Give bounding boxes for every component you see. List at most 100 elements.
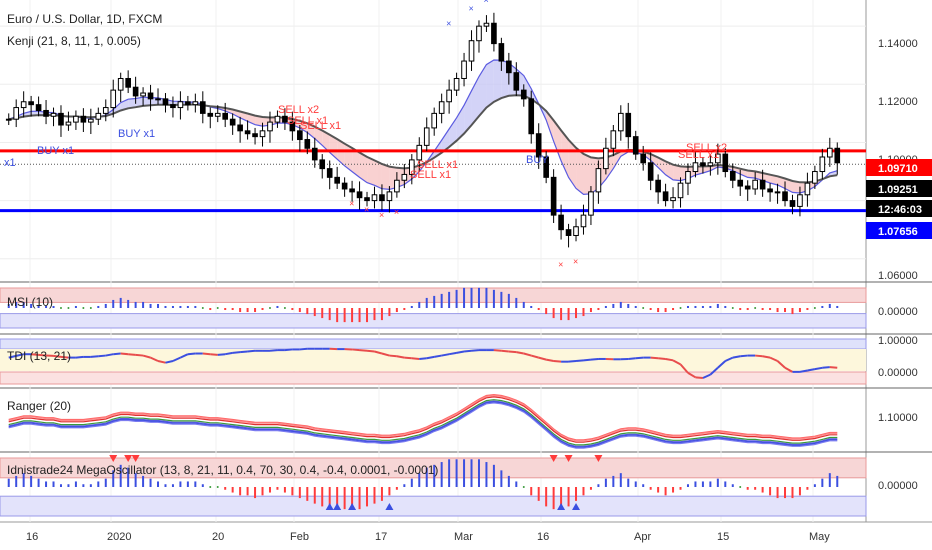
tdi-line-segment bbox=[732, 355, 741, 359]
candle-body bbox=[737, 179, 744, 187]
tdi-line-segment bbox=[665, 357, 674, 362]
candle-body bbox=[535, 133, 542, 158]
tdi-line-segment bbox=[419, 357, 427, 360]
tdi-line-segment bbox=[672, 359, 681, 366]
signal-label: BUY x1 bbox=[37, 145, 74, 157]
candle-body bbox=[65, 121, 72, 126]
candle-body bbox=[513, 72, 520, 91]
tdi-line-segment bbox=[351, 348, 360, 352]
ma-cloud-segment bbox=[329, 134, 338, 160]
candle-body bbox=[625, 112, 632, 138]
countdown-tag bbox=[866, 200, 932, 217]
ma-cloud-segment bbox=[471, 76, 479, 126]
candle-body bbox=[214, 112, 221, 117]
tdi-line-segment bbox=[113, 352, 121, 356]
ma-cloud-segment bbox=[449, 117, 457, 147]
candle-body bbox=[834, 147, 841, 164]
candle-body bbox=[155, 98, 161, 101]
ranger-line bbox=[8, 401, 838, 448]
tdi-line-segment bbox=[150, 356, 159, 362]
candle-body bbox=[117, 77, 124, 91]
candle-body bbox=[767, 188, 773, 193]
ma-cloud-segment bbox=[770, 174, 778, 185]
tdi-line-segment bbox=[404, 356, 412, 360]
signal-label: SELL x1 bbox=[287, 115, 328, 127]
signal-label: BUY x1 bbox=[118, 128, 155, 140]
tdi-line-segment bbox=[75, 355, 84, 359]
tdi-line-segment bbox=[575, 359, 584, 362]
candle-body bbox=[297, 130, 303, 141]
candle-body bbox=[170, 104, 176, 109]
msi-pane-label: MSI (10) bbox=[7, 295, 53, 309]
tdi-line-segment bbox=[658, 357, 666, 360]
candle-body bbox=[58, 112, 64, 126]
tdi-line-segment bbox=[225, 351, 233, 356]
tdi-line-segment bbox=[471, 349, 480, 352]
mega-dot bbox=[739, 486, 742, 488]
ranger-line bbox=[8, 399, 838, 446]
candle-body bbox=[13, 107, 20, 120]
buy-triangle bbox=[325, 503, 334, 510]
signal-cross: × bbox=[364, 204, 369, 214]
tdi-line-segment bbox=[441, 353, 450, 357]
ma-cloud-segment bbox=[561, 130, 569, 178]
signal-cross: × bbox=[573, 257, 578, 267]
ranger-pane-label: Ranger (20) bbox=[7, 399, 71, 413]
tdi-line-segment bbox=[724, 356, 734, 362]
candle-body bbox=[685, 171, 691, 184]
tdi-line-segment bbox=[396, 355, 405, 359]
x-tick: May bbox=[809, 531, 830, 543]
candle-body bbox=[782, 191, 788, 202]
tdi-line-segment bbox=[202, 352, 211, 356]
tdi-line-segment bbox=[650, 356, 659, 360]
ranger-line bbox=[8, 393, 838, 441]
candle-body bbox=[759, 179, 766, 190]
candle-body bbox=[311, 147, 318, 161]
buy-triangle bbox=[333, 503, 342, 510]
ma-cloud-segment bbox=[576, 147, 584, 195]
candle-body bbox=[603, 147, 609, 170]
tdi-line-segment bbox=[762, 355, 771, 359]
candle-body bbox=[252, 133, 258, 138]
candle-body bbox=[580, 214, 587, 228]
tdi-line-segment bbox=[217, 353, 226, 356]
x-tick: 15 bbox=[717, 531, 729, 543]
candle-body bbox=[95, 112, 102, 120]
ranger-line bbox=[8, 402, 838, 449]
candle-body bbox=[408, 159, 415, 175]
x-tick: Apr bbox=[634, 531, 651, 543]
ranger-line bbox=[8, 400, 838, 447]
candle-body bbox=[244, 130, 251, 135]
tdi-axis-tick: 1.00000 bbox=[878, 335, 918, 347]
ma-cloud-segment bbox=[658, 157, 666, 175]
ranger-line bbox=[8, 396, 838, 443]
tdi-line-segment bbox=[434, 354, 442, 358]
signal-cross: × bbox=[379, 210, 384, 220]
current-price-tag bbox=[866, 180, 932, 197]
tdi-line-segment bbox=[583, 358, 592, 362]
tdi-line-segment bbox=[53, 354, 62, 358]
tdi-line-segment bbox=[501, 349, 509, 353]
tdi-line-segment bbox=[105, 353, 114, 357]
candle-body bbox=[461, 60, 467, 79]
tdi-line-segment bbox=[717, 360, 726, 369]
tdi-line-segment bbox=[135, 353, 144, 357]
candle-body bbox=[237, 124, 243, 132]
ma-cloud-segment bbox=[583, 153, 591, 195]
mega-dot bbox=[216, 486, 219, 488]
candle-body bbox=[222, 112, 229, 120]
tdi-line-segment bbox=[8, 354, 17, 359]
sell-triangle bbox=[564, 455, 573, 462]
candle-body bbox=[632, 136, 639, 155]
tdi-line-segment bbox=[463, 349, 472, 353]
tdi-line-segment bbox=[389, 354, 397, 358]
tdi-line-segment bbox=[769, 356, 778, 362]
tdi-line-segment bbox=[776, 360, 786, 369]
x-tick: 2020 bbox=[107, 531, 131, 543]
candle-body bbox=[132, 86, 139, 97]
ma-cloud-segment bbox=[456, 105, 465, 141]
ma-cloud-segment bbox=[493, 59, 502, 102]
candle-body bbox=[438, 101, 445, 114]
tdi-line-segment bbox=[545, 358, 554, 362]
